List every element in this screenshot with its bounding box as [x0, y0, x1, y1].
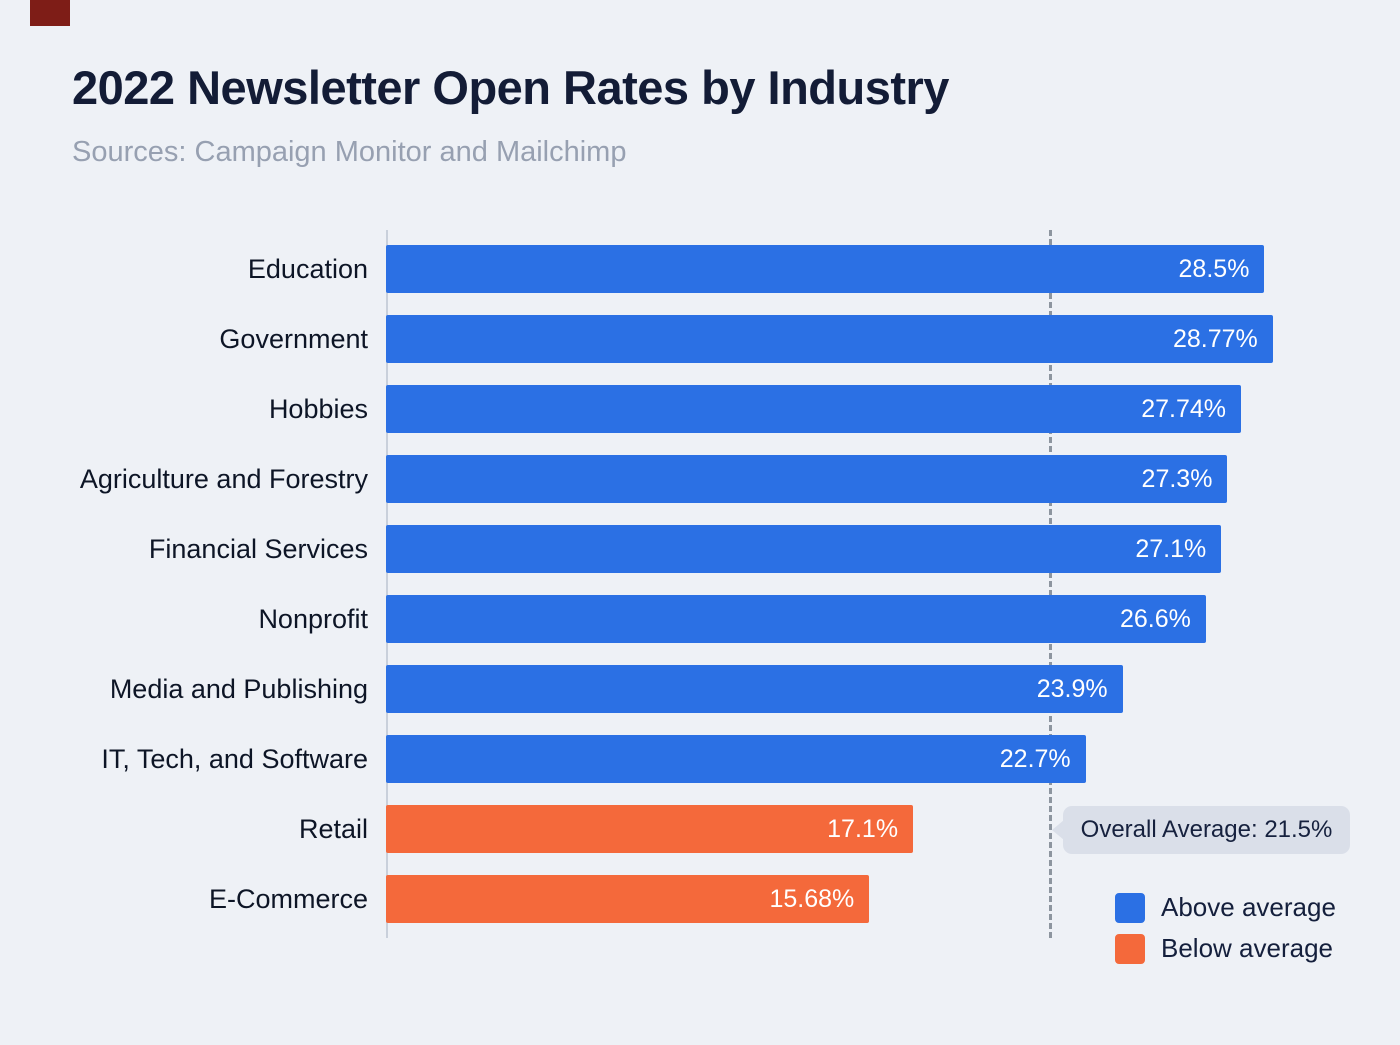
- bar-value-label: 28.77%: [1172, 324, 1258, 353]
- bar-below-average: 17.1%: [386, 805, 914, 853]
- bar-track: 26.6%: [386, 595, 1286, 643]
- average-callout: Overall Average: 21.5%: [1051, 806, 1351, 854]
- bar-track: 22.7%: [386, 735, 1286, 783]
- category-label: Agriculture and Forestry: [79, 463, 368, 494]
- chart-rows: Education 28.5% Government 28.77% Hobbies 27.…: [72, 234, 1286, 934]
- bar-track: 27.1%: [386, 525, 1286, 573]
- legend-swatch-icon: [1115, 892, 1145, 923]
- bar-value-label: 27.1%: [1135, 534, 1207, 563]
- bar-value-label: 28.5%: [1178, 254, 1250, 283]
- category-label: Financial Services: [148, 533, 368, 564]
- chart-row: E-Commerce 15.68%: [72, 864, 1286, 934]
- bar-above-average: 27.3%: [386, 455, 1228, 503]
- average-callout-label: Overall Average: 21.5%: [1080, 816, 1333, 843]
- category-label: Government: [219, 323, 368, 354]
- bar-value-label: 27.74%: [1141, 394, 1226, 423]
- category-label: Hobbies: [268, 393, 368, 424]
- category-label: Media and Publishing: [109, 673, 368, 704]
- chart-row: Media and Publishing 23.9%: [72, 654, 1286, 724]
- category-label: E-Commerce: [208, 883, 368, 914]
- bar-track: 28.77%: [386, 315, 1286, 363]
- bar-above-average: 23.9%: [386, 665, 1123, 713]
- legend: Above average Below average: [1115, 892, 1336, 964]
- bar-above-average: 26.6%: [386, 595, 1206, 643]
- bar-value-label: 17.1%: [827, 814, 899, 843]
- bar-track: 28.5%: [386, 245, 1286, 293]
- bar-value-label: 27.3%: [1141, 464, 1213, 493]
- legend-label: Below average: [1161, 933, 1333, 963]
- y-axis-line: [386, 230, 388, 938]
- bar-value-label: 22.7%: [999, 744, 1071, 773]
- bar-track: 15.68%: [386, 875, 1286, 923]
- category-label: IT, Tech, and Software: [101, 743, 368, 774]
- chart-row: IT, Tech, and Software 22.7%: [72, 724, 1286, 794]
- bar-track: 27.3%: [386, 455, 1286, 503]
- category-label: Nonprofit: [258, 603, 368, 634]
- legend-item: Above average: [1115, 892, 1336, 923]
- chart-row: Financial Services 27.1%: [72, 514, 1286, 584]
- bar-above-average: 27.74%: [386, 385, 1241, 433]
- average-line: [1048, 230, 1052, 938]
- bar-above-average: 28.77%: [386, 315, 1273, 363]
- category-label: Education: [247, 253, 368, 284]
- plot-overlay: Overall Average: 21.5%: [386, 230, 1351, 938]
- bar-value-label: 23.9%: [1036, 674, 1108, 703]
- bar-track: 23.9%: [386, 665, 1286, 713]
- category-label: Retail: [298, 813, 368, 844]
- bar-above-average: 22.7%: [386, 735, 1086, 783]
- callout-arrow-icon: [1051, 820, 1064, 840]
- page-subtitle: Sources: Campaign Monitor and Mailchimp: [72, 136, 627, 168]
- bar-above-average: 28.5%: [386, 245, 1265, 293]
- bar-chart: Overall Average: 21.5% Education 28.5% Gov…: [72, 230, 1351, 938]
- legend-item: Below average: [1115, 933, 1336, 964]
- chart-row: Retail 17.1%: [72, 794, 1286, 864]
- bar-track: 17.1%: [386, 805, 1286, 853]
- bar-above-average: 27.1%: [386, 525, 1222, 573]
- bar-track: 27.74%: [386, 385, 1286, 433]
- bar-value-label: 26.6%: [1119, 604, 1191, 633]
- page-title: 2022 Newsletter Open Rates by Industry: [72, 61, 949, 114]
- corner-artifact: [30, 0, 70, 26]
- legend-swatch-icon: [1115, 933, 1145, 964]
- bar-value-label: 15.68%: [769, 884, 855, 913]
- legend-label: Above average: [1161, 892, 1336, 922]
- chart-row: Hobbies 27.74%: [72, 374, 1286, 444]
- chart-row: Education 28.5%: [72, 234, 1286, 304]
- bar-below-average: 15.68%: [386, 875, 870, 923]
- chart-row: Agriculture and Forestry 27.3%: [72, 444, 1286, 514]
- chart-row: Government 28.77%: [72, 304, 1286, 374]
- chart-row: Nonprofit 26.6%: [72, 584, 1286, 654]
